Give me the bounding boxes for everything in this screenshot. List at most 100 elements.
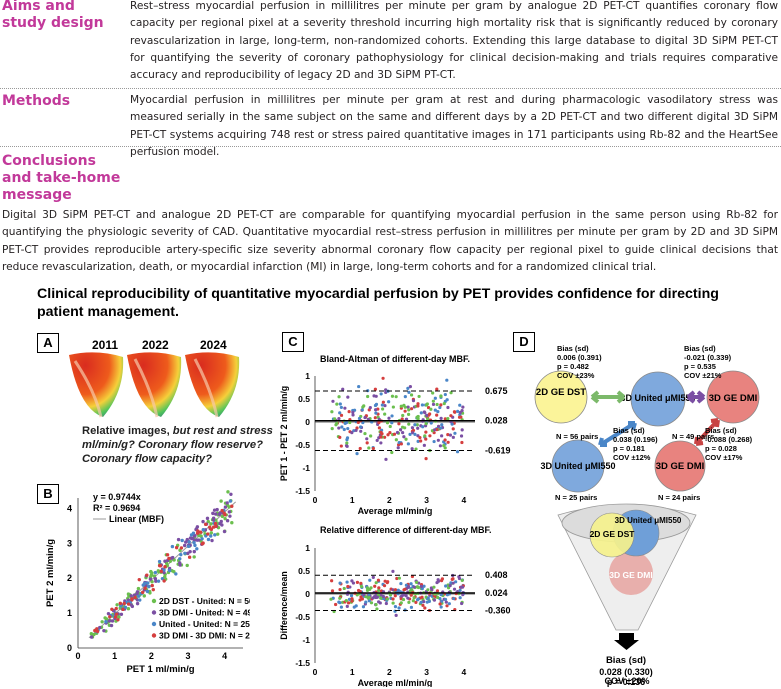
x-tick-label: 2 <box>149 651 154 661</box>
data-point <box>446 433 450 437</box>
data-point <box>170 555 175 560</box>
data-point <box>338 435 342 439</box>
data-point <box>330 410 334 414</box>
data-point <box>396 446 400 450</box>
data-point <box>351 410 355 414</box>
data-point <box>346 395 350 399</box>
data-point <box>453 431 457 435</box>
data-point <box>460 585 465 589</box>
data-point <box>337 395 341 399</box>
fit-equation: y = 0.9744x <box>93 492 141 502</box>
data-point <box>357 384 361 389</box>
data-point <box>424 457 428 461</box>
data-point <box>358 446 362 451</box>
panel-d-diagram: 2D GE DST 3D United μMI550 3D GE DMI 3D … <box>534 345 760 687</box>
stat-n: N = 25 pairs <box>555 493 597 502</box>
data-point <box>379 593 383 597</box>
data-point <box>374 603 378 607</box>
data-point <box>374 595 378 600</box>
data-point <box>191 531 196 535</box>
legend-marker <box>151 633 157 638</box>
data-point <box>330 589 335 593</box>
data-point <box>344 599 348 603</box>
y-tick-label: 4 <box>67 503 72 513</box>
legend-label: 2D DST - United: N = 56 <box>159 596 250 606</box>
data-point <box>338 402 342 406</box>
data-point <box>426 588 430 592</box>
data-point <box>452 596 456 601</box>
data-point <box>345 437 349 442</box>
data-point <box>449 414 453 418</box>
down-arrow-icon <box>614 633 639 650</box>
year-label: 2022 <box>142 338 169 352</box>
data-point <box>390 421 394 425</box>
data-point <box>451 435 455 439</box>
bland-altman-chart: Bland-Altman of different-day MBF.10.50-… <box>279 354 511 516</box>
data-point <box>163 574 167 579</box>
stat-bias-label: Bias (sd) <box>705 426 737 435</box>
data-point <box>225 519 230 523</box>
data-point <box>422 599 426 604</box>
data-point <box>425 402 429 406</box>
data-point <box>368 578 372 582</box>
data-point <box>223 516 227 521</box>
stat-bias-label: Bias (sd) <box>557 345 589 353</box>
x-tick-label: 0 <box>313 495 318 505</box>
data-point <box>365 437 369 441</box>
data-point <box>195 531 200 535</box>
data-point <box>178 557 182 561</box>
data-point <box>350 597 354 601</box>
data-point <box>363 431 367 436</box>
stat-bias-label: Bias (sd) <box>613 426 645 435</box>
double-arrow-icon <box>686 390 706 404</box>
data-point <box>228 499 233 503</box>
y-axis-label: PET 2 ml/min/g <box>45 539 56 607</box>
data-point <box>443 597 448 602</box>
data-point <box>391 597 395 601</box>
data-point <box>452 587 457 591</box>
panel-b-tag: B <box>37 484 59 504</box>
data-point <box>373 416 377 420</box>
data-point <box>401 593 406 597</box>
data-point <box>457 415 462 419</box>
legend-marker <box>151 598 157 604</box>
data-point <box>387 400 391 404</box>
data-point <box>426 596 430 600</box>
data-point <box>136 586 141 591</box>
data-point <box>399 404 403 408</box>
data-point <box>135 592 139 596</box>
data-point <box>329 597 333 601</box>
data-point <box>423 606 427 610</box>
data-point <box>106 611 111 616</box>
data-point <box>362 592 366 597</box>
data-point <box>119 612 124 616</box>
data-point <box>386 580 390 584</box>
data-point <box>440 599 444 603</box>
data-point <box>89 632 94 636</box>
line-value-label: 0.408 <box>485 570 508 580</box>
data-point <box>403 409 407 413</box>
y-tick-label: 0 <box>305 589 310 599</box>
data-point <box>163 559 167 563</box>
y-tick-label: -0.5 <box>295 440 310 450</box>
line-value-label: 0.675 <box>485 386 508 396</box>
data-point <box>361 405 365 409</box>
data-point <box>445 604 449 608</box>
data-point <box>391 588 395 592</box>
data-point <box>373 387 377 391</box>
stat-p: p = 0.181 <box>613 444 645 453</box>
data-point <box>186 544 191 549</box>
data-point <box>388 431 392 435</box>
double-arrow-icon <box>590 390 626 404</box>
data-point <box>206 537 211 542</box>
data-point <box>342 427 346 432</box>
data-point <box>456 409 460 413</box>
aims-label: Aims and study design <box>2 0 104 31</box>
data-point <box>435 402 439 407</box>
data-point <box>126 607 131 611</box>
data-point <box>439 426 443 430</box>
data-point <box>147 584 151 589</box>
data-point <box>345 580 349 584</box>
data-point <box>410 588 414 592</box>
data-point <box>114 612 119 616</box>
